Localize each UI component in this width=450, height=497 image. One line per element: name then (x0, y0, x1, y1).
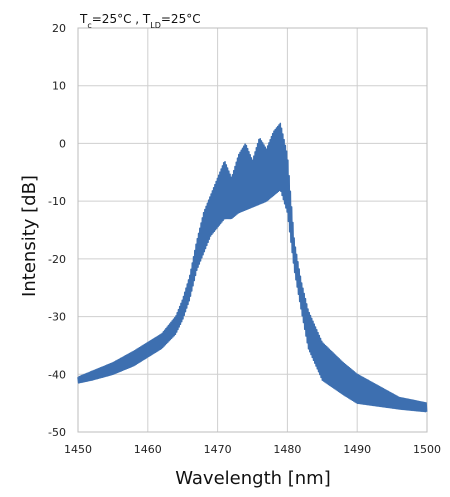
y-axis-title: Intensity [dB] (19, 175, 40, 297)
plot-frame (77, 27, 428, 433)
x-axis-title: Wavelength [nm] (175, 468, 331, 489)
y-tick-label: -50 (48, 426, 66, 439)
series-layer (77, 122, 428, 413)
y-tick-label: 20 (52, 22, 66, 35)
y-tick-label: 0 (59, 137, 66, 150)
spectrum-line (77, 122, 428, 413)
x-tick-label: 1470 (204, 443, 232, 456)
x-tick-label: 1490 (343, 443, 371, 456)
tick-labels: -50 -40 -30 -20 -10 0 10 20 1450 1460 1470 1480 1490… (48, 22, 441, 456)
x-tick-label: 1450 (64, 443, 92, 456)
x-tick-label: 1500 (413, 443, 441, 456)
grid (77, 27, 428, 433)
y-tick-label: -40 (48, 368, 66, 381)
y-tick-label: 10 (52, 80, 66, 93)
x-tick-label: 1480 (273, 443, 301, 456)
y-tick-label: -20 (48, 253, 66, 266)
y-tick-label: -30 (48, 311, 66, 324)
y-tick-label: -10 (48, 195, 66, 208)
x-tick-label: 1460 (134, 443, 162, 456)
conditions-annotation: Tc=25°C , TLD=25°C (79, 12, 201, 30)
